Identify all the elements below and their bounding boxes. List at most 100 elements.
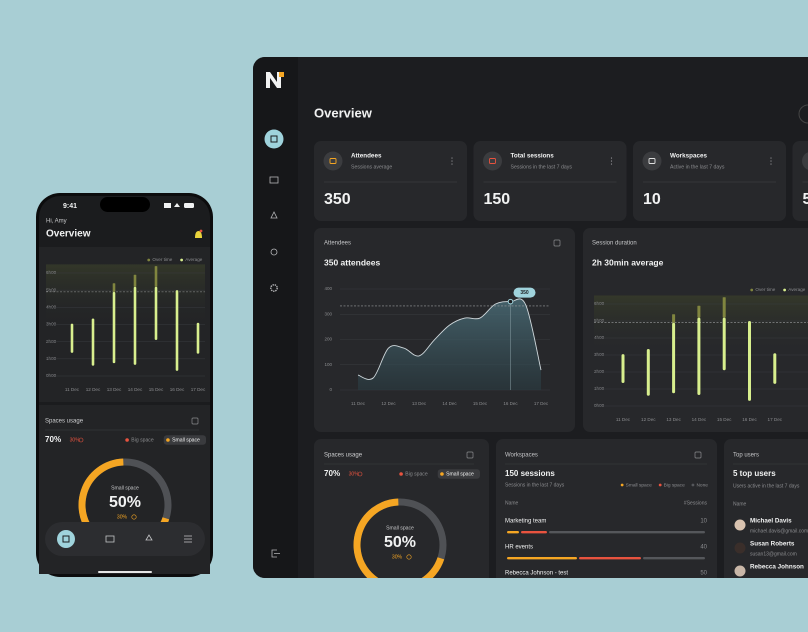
panel-title: Workspaces bbox=[505, 453, 538, 459]
x-tick-label: 16 Dec bbox=[170, 387, 185, 392]
legend-dot bbox=[125, 438, 129, 442]
split-segment bbox=[579, 557, 641, 560]
overtime-bar bbox=[722, 297, 726, 318]
x-tick-label: 17 Dec bbox=[768, 417, 783, 422]
stat-title: Total sessions bbox=[511, 153, 555, 160]
stat-card bbox=[473, 141, 627, 221]
panel-headline: 350 attendees bbox=[324, 257, 380, 267]
signal-icon bbox=[164, 203, 171, 208]
gauge-label: Small space bbox=[386, 525, 414, 531]
x-tick-label: 11 Dec bbox=[65, 387, 80, 392]
overtime-bar bbox=[112, 283, 116, 292]
y-tick-label: 1h00 bbox=[46, 356, 57, 361]
legend-dot bbox=[750, 288, 754, 292]
stat-icon bbox=[642, 151, 662, 171]
x-tick-label: 11 Dec bbox=[351, 401, 366, 406]
x-tick-label: 12 Dec bbox=[381, 401, 396, 406]
x-tick-label: 12 Dec bbox=[641, 417, 656, 422]
panel-headline: 5 top users bbox=[733, 469, 776, 478]
stat-icon-glyph bbox=[329, 158, 337, 164]
nav-wallet[interactable] bbox=[105, 535, 115, 543]
battery-icon bbox=[184, 203, 194, 208]
overtime-bar bbox=[154, 266, 158, 287]
split-segment bbox=[549, 531, 705, 534]
share-value: 70% bbox=[45, 435, 61, 444]
gauge-label: Small space bbox=[111, 485, 139, 491]
x-tick-label: 15 Dec bbox=[149, 387, 164, 392]
y-tick-label: 1h00 bbox=[594, 386, 605, 391]
average-bar bbox=[773, 353, 777, 384]
tooltip-label: 350 bbox=[520, 290, 529, 296]
stat-value: 10 bbox=[643, 191, 661, 208]
nav-overview[interactable] bbox=[264, 129, 284, 149]
y-tick-label: 3h00 bbox=[594, 352, 605, 357]
panel-icon bbox=[694, 451, 702, 459]
column-header: #Sessions bbox=[684, 500, 708, 506]
y-tick-label: 200 bbox=[324, 337, 332, 342]
legend-dot bbox=[147, 258, 151, 262]
split-segment bbox=[507, 531, 519, 534]
x-tick-label: 13 Dec bbox=[107, 387, 122, 392]
legend-dot bbox=[783, 288, 786, 292]
legend-dot bbox=[180, 258, 183, 262]
stat-icon bbox=[323, 151, 343, 171]
y-tick-label: 100 bbox=[324, 362, 332, 367]
column-header: Name bbox=[505, 500, 519, 506]
share-change: 30% bbox=[349, 471, 360, 477]
panel-icon bbox=[553, 239, 561, 247]
nav-logout[interactable] bbox=[271, 549, 280, 558]
share-value: 70% bbox=[324, 469, 340, 478]
page-title: Overview bbox=[314, 105, 373, 120]
stat-value: 350 bbox=[324, 191, 351, 208]
legend-label: Big space bbox=[131, 437, 154, 443]
nav-menu[interactable] bbox=[184, 535, 192, 543]
y-tick-label: 3h00 bbox=[46, 322, 57, 327]
x-tick-label: 15 Dec bbox=[717, 417, 732, 422]
legend-dot bbox=[691, 483, 695, 487]
x-tick-label: 11 Dec bbox=[616, 417, 631, 422]
nav-network[interactable] bbox=[270, 211, 278, 219]
split-segment bbox=[643, 557, 705, 560]
overtime-bar bbox=[672, 314, 676, 323]
nav-home[interactable] bbox=[57, 530, 75, 548]
panel-headline: 2h 30min average bbox=[592, 257, 664, 267]
avatar bbox=[734, 565, 746, 577]
plot-shade bbox=[46, 264, 205, 326]
nav-overview-glyph bbox=[270, 135, 278, 143]
stat-title: Workspaces bbox=[670, 153, 707, 160]
stat-subtitle: Sessions average bbox=[351, 164, 392, 170]
legend-label: Over time bbox=[152, 257, 172, 262]
legend-label: Small space bbox=[172, 437, 200, 443]
row-sessions: 40 bbox=[700, 545, 707, 551]
row-name: HR events bbox=[505, 545, 533, 551]
row-name: Rebecca Johnson - test bbox=[505, 571, 568, 577]
user-email: susan13@gmail.com bbox=[750, 551, 797, 557]
panel-title: Spaces usage bbox=[45, 419, 84, 425]
nav-users[interactable] bbox=[270, 248, 278, 256]
notch bbox=[100, 197, 150, 212]
plot-shade bbox=[594, 295, 808, 357]
down-icon bbox=[78, 437, 84, 443]
header-button[interactable] bbox=[798, 104, 808, 124]
bell-icon bbox=[195, 231, 202, 238]
x-tick-label: 13 Dec bbox=[412, 401, 427, 406]
up-icon bbox=[406, 554, 412, 560]
legend-dot bbox=[440, 472, 444, 476]
nav-network[interactable] bbox=[145, 534, 153, 541]
status-time: 9:41 bbox=[63, 203, 77, 210]
average-bar bbox=[722, 317, 726, 371]
y-tick-label: 2h00 bbox=[594, 369, 605, 374]
gauge-change: 30% bbox=[117, 514, 128, 520]
y-tick-label: 400 bbox=[324, 286, 332, 291]
legend-label: Average bbox=[788, 287, 805, 292]
stat-icon bbox=[802, 151, 808, 171]
legend-label: None bbox=[696, 482, 708, 488]
stat-icon-glyph bbox=[489, 158, 496, 164]
nav-settings[interactable] bbox=[270, 284, 278, 292]
legend-label: Big space bbox=[405, 471, 428, 477]
nav-wallet[interactable] bbox=[269, 176, 279, 184]
panel-icon bbox=[466, 451, 474, 459]
average-bar bbox=[646, 349, 650, 396]
stat-subtitle: Sessions in the last 7 days bbox=[511, 164, 573, 170]
